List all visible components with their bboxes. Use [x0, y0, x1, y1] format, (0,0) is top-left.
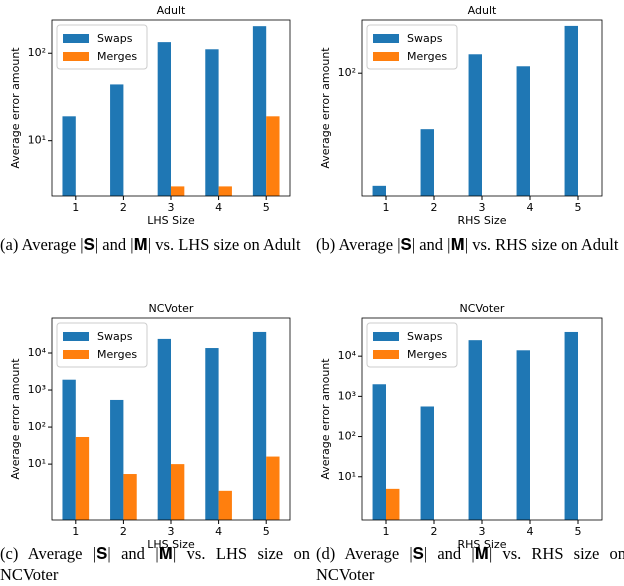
- y-tick-label: 10¹: [28, 134, 46, 147]
- axes-frame: [51, 19, 291, 197]
- caption: (a) Average |𝐒| and |𝐌| vs. LHS size on …: [0, 235, 301, 254]
- bar: [123, 474, 137, 520]
- x-tick-label: 4: [215, 201, 222, 214]
- legend-swatch: [373, 52, 399, 61]
- bar: [171, 186, 185, 196]
- legend-label: Merges: [407, 50, 447, 63]
- legend-label: Swaps: [97, 32, 133, 45]
- x-tick-label: 5: [263, 201, 270, 214]
- axes-frame: [361, 19, 603, 197]
- bar: [468, 54, 482, 197]
- x-axis-label: RHS Size: [458, 538, 507, 551]
- x-tick-label: 2: [431, 201, 438, 214]
- y-tick-label: 10²: [28, 420, 46, 433]
- y-tick-label: 10⁴: [338, 349, 357, 362]
- x-tick-label: 3: [168, 201, 175, 214]
- legend-swatch: [63, 52, 89, 61]
- x-axis-label: LHS Size: [147, 214, 195, 227]
- x-axis-label: RHS Size: [458, 214, 507, 227]
- y-axis-label: Average error amount: [9, 47, 22, 169]
- bar: [75, 436, 90, 520]
- bar: [420, 129, 434, 196]
- x-tick-label: 5: [263, 525, 270, 538]
- y-tick-label: 10²: [28, 46, 46, 59]
- chart-title: Adult: [468, 4, 497, 17]
- x-tick-label: 3: [479, 525, 486, 538]
- legend-label: Swaps: [407, 32, 443, 45]
- y-axis-label: Average error amount: [319, 47, 332, 169]
- y-tick-label: 10¹: [338, 470, 356, 483]
- y-tick-label: 10³: [338, 389, 356, 402]
- legend-label: Merges: [407, 348, 447, 361]
- bar: [372, 185, 386, 196]
- caption: (b) Average |𝐒| and |𝐌| vs. RHS size on …: [316, 235, 619, 254]
- y-tick-label: 10²: [338, 66, 356, 79]
- bar: [564, 25, 578, 197]
- bar: [386, 488, 400, 520]
- x-tick-label: 1: [72, 525, 79, 538]
- bar: [110, 84, 124, 196]
- bar: [218, 186, 232, 196]
- bar: [157, 338, 171, 520]
- chart-title: NCVoter: [149, 302, 194, 315]
- chart-title: Adult: [157, 4, 186, 17]
- bar: [110, 399, 124, 520]
- x-axis-label: LHS Size: [147, 538, 195, 551]
- caption: (d) Average |𝐒| and |𝐌| vs. RHS size on …: [316, 544, 624, 584]
- x-tick-label: 2: [431, 525, 438, 538]
- bar: [62, 379, 76, 520]
- legend-label: Merges: [97, 50, 137, 63]
- legend-label: Swaps: [407, 330, 443, 343]
- caption: (c) Average |𝐒| and |𝐌| vs. LHS size on …: [0, 544, 310, 584]
- bar: [420, 406, 434, 520]
- x-tick-label: 1: [383, 201, 390, 214]
- bar: [516, 66, 530, 197]
- x-tick-label: 4: [215, 525, 222, 538]
- x-tick-label: 5: [575, 201, 582, 214]
- x-tick-label: 1: [72, 201, 79, 214]
- chart-title: NCVoter: [460, 302, 505, 315]
- bar: [252, 331, 267, 520]
- y-axis-label: Average error amount: [9, 358, 22, 480]
- bar: [468, 340, 482, 520]
- legend-swatch: [373, 350, 399, 359]
- axes-frame: [361, 317, 603, 521]
- bar: [62, 116, 76, 196]
- bar: [205, 49, 219, 196]
- bar: [205, 348, 219, 520]
- x-tick-label: 3: [168, 525, 175, 538]
- bar: [564, 331, 578, 520]
- x-tick-label: 4: [527, 201, 534, 214]
- bar: [252, 26, 267, 197]
- legend-label: Swaps: [97, 330, 133, 343]
- y-tick-label: 10³: [28, 383, 46, 396]
- y-axis-label: Average error amount: [319, 358, 332, 480]
- x-tick-label: 2: [120, 525, 127, 538]
- x-tick-label: 4: [527, 525, 534, 538]
- legend-swatch: [373, 332, 399, 341]
- y-tick-label: 10²: [338, 430, 356, 443]
- x-tick-label: 1: [383, 525, 390, 538]
- x-tick-label: 3: [479, 201, 486, 214]
- bar: [266, 456, 280, 520]
- x-tick-label: 5: [575, 525, 582, 538]
- bar: [516, 350, 530, 520]
- legend-swatch: [63, 34, 89, 43]
- bar: [218, 490, 232, 520]
- legend-label: Merges: [97, 348, 137, 361]
- legend-swatch: [63, 350, 89, 359]
- legend-swatch: [373, 34, 399, 43]
- bar: [157, 42, 171, 196]
- bar: [372, 384, 386, 520]
- axes-frame: [51, 317, 291, 521]
- x-tick-label: 2: [120, 201, 127, 214]
- legend-swatch: [63, 332, 89, 341]
- bar: [171, 464, 185, 520]
- y-tick-label: 10¹: [28, 457, 46, 470]
- bar: [266, 116, 280, 196]
- y-tick-label: 10⁴: [28, 346, 47, 359]
